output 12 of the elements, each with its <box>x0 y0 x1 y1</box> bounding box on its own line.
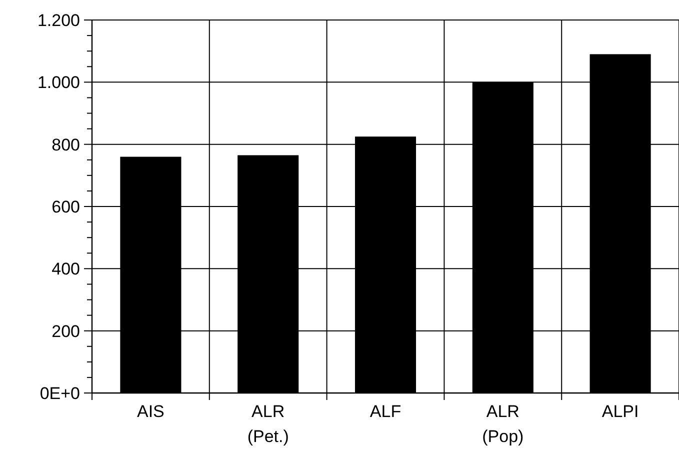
y-tick-label: 200 <box>52 322 80 341</box>
y-tick-label: 400 <box>52 260 80 279</box>
y-tick-label: 1.200 <box>37 10 80 30</box>
y-tick-label: 600 <box>52 197 80 216</box>
x-tick-label: ALF <box>370 402 402 421</box>
y-tick-label: 1.000 <box>37 73 80 92</box>
x-tick-label: ALPI <box>602 402 639 421</box>
y-tick-label: 0E+0 <box>40 384 80 403</box>
y-tick-label: 800 <box>52 135 80 154</box>
x-tick-label: AIS <box>136 402 164 421</box>
x-tick-label: ALR (Pop) <box>482 402 524 446</box>
x-tick-label: ALR (Pet.) <box>247 402 289 446</box>
